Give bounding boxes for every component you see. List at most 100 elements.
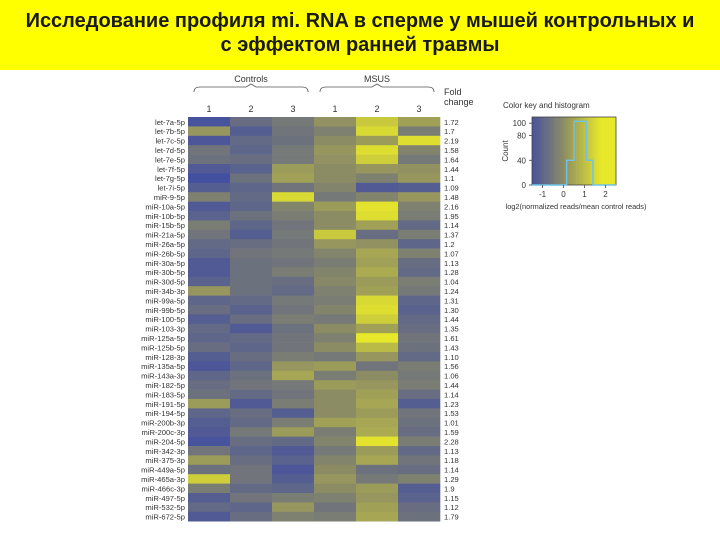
heatmap-cell-7-1 <box>230 182 273 193</box>
heatmap-cell-25-4 <box>356 352 399 362</box>
row-label-30: miR-191-5p <box>145 400 185 409</box>
row-label-6: let-7g-5p <box>155 174 185 183</box>
color-key-band-13 <box>559 117 562 185</box>
heatmap-cell-35-5 <box>398 446 441 456</box>
heatmap-cell-12-4 <box>356 229 399 240</box>
heatmap-cell-14-5 <box>398 248 441 259</box>
heatmap-cell-36-3 <box>314 455 357 466</box>
heatmap-cell-16-0 <box>188 267 231 278</box>
heatmap-cell-8-5 <box>398 192 441 202</box>
color-key-band-27 <box>588 117 592 185</box>
heatmap-cell-40-0 <box>188 493 231 503</box>
row-label-41: miR-532-5p <box>145 503 185 512</box>
fold-change-value-6: 1.1 <box>444 174 455 183</box>
fold-change-value-20: 1.30 <box>444 306 459 315</box>
heatmap-cell-10-0 <box>188 211 231 221</box>
heatmap-cell-2-4 <box>356 135 399 146</box>
heatmap-cell-38-5 <box>398 474 441 484</box>
color-key-band-35 <box>605 117 608 185</box>
heatmap-cell-5-3 <box>314 164 357 174</box>
heatmap-cell-31-4 <box>356 408 399 419</box>
row-label-12: miR-21a-5p <box>145 231 185 240</box>
fold-change-header-0: Fold <box>444 87 462 97</box>
heatmap-cell-17-4 <box>356 276 399 287</box>
heatmap-cell-16-5 <box>398 267 441 278</box>
heatmap-cell-41-2 <box>272 502 315 513</box>
heatmap-cell-29-4 <box>356 389 399 400</box>
column-label-1-2: 3 <box>416 104 421 114</box>
color-key-band-7 <box>546 117 550 185</box>
fold-change-value-36: 1.18 <box>444 456 459 465</box>
row-label-15: miR-30a-5p <box>145 259 185 268</box>
heatmap-cell-14-3 <box>314 248 357 259</box>
heatmap-cell-16-4 <box>356 267 399 278</box>
row-label-25: miR-128-3p <box>145 353 185 362</box>
fold-change-value-13: 1.2 <box>444 240 455 249</box>
heatmap-cell-27-3 <box>314 370 357 381</box>
heatmap-cell-10-2 <box>272 211 315 221</box>
fold-change-value-4: 1.64 <box>444 155 459 164</box>
row-label-40: miR-497-5p <box>145 494 185 503</box>
heatmap-cell-23-1 <box>230 333 273 343</box>
heatmap-cell-39-0 <box>188 483 231 494</box>
heatmap-cell-11-3 <box>314 220 357 231</box>
heatmap-cell-4-5 <box>398 154 441 165</box>
heatmap-cell-36-4 <box>356 455 399 466</box>
heatmap-cell-31-0 <box>188 408 231 419</box>
heatmap-cell-16-3 <box>314 267 357 278</box>
heatmap-cell-28-3 <box>314 380 357 390</box>
color-key-xlabel: log2(normalized reads/mean control reads… <box>506 202 647 211</box>
fold-change-value-9: 2.16 <box>444 202 459 211</box>
heatmap-cell-22-3 <box>314 323 357 334</box>
heatmap-cell-20-4 <box>356 305 399 315</box>
fold-change-value-19: 1.31 <box>444 296 459 305</box>
heatmap-cell-40-5 <box>398 493 441 503</box>
heatmap-cell-23-5 <box>398 333 441 343</box>
column-label-1-0: 1 <box>332 104 337 114</box>
heatmap-cell-15-1 <box>230 258 273 268</box>
heatmap-cell-38-2 <box>272 474 315 484</box>
fold-change-value-15: 1.13 <box>444 259 459 268</box>
heatmap-cell-27-2 <box>272 370 315 381</box>
fold-change-value-0: 1.72 <box>444 118 459 127</box>
heatmap-cell-22-0 <box>188 323 231 334</box>
heatmap-cell-28-1 <box>230 380 273 390</box>
row-label-22: miR-103-3p <box>145 325 185 334</box>
color-key-band-19 <box>571 117 575 185</box>
heatmap-cell-32-3 <box>314 417 357 428</box>
heatmap-cell-30-3 <box>314 399 357 409</box>
color-key-title: Color key and histogram <box>503 101 590 110</box>
title-bar: Исследование профиля mi. RNA в сперме у … <box>0 0 720 70</box>
color-key-band-2 <box>536 117 539 185</box>
heatmap-cell-41-1 <box>230 502 273 513</box>
heatmap-cell-13-4 <box>356 239 399 249</box>
heatmap-cell-0-5 <box>398 117 441 127</box>
heatmap-cell-21-4 <box>356 314 399 325</box>
color-key-band-31 <box>597 117 600 185</box>
heatmap-cell-9-1 <box>230 201 273 212</box>
heatmap-cell-23-0 <box>188 333 231 343</box>
fold-change-value-31: 1.53 <box>444 409 459 418</box>
heatmap-cell-34-5 <box>398 436 441 447</box>
heatmap-cell-35-4 <box>356 446 399 456</box>
color-key-xtick-label-2: 1 <box>582 190 587 199</box>
heatmap-cell-23-4 <box>356 333 399 343</box>
heatmap-cell-6-4 <box>356 173 399 184</box>
heatmap-cell-2-5 <box>398 135 441 146</box>
heatmap-cell-33-4 <box>356 427 399 437</box>
group-label-1: MSUS <box>364 74 390 84</box>
heatmap-cell-20-1 <box>230 305 273 315</box>
fold-change-value-10: 1.95 <box>444 212 459 221</box>
heatmap-cell-18-0 <box>188 286 231 296</box>
color-key-band-39 <box>613 117 617 185</box>
heatmap-cell-3-2 <box>272 145 315 155</box>
heatmap-cell-6-5 <box>398 173 441 184</box>
heatmap-cell-12-1 <box>230 229 273 240</box>
heatmap-cell-1-0 <box>188 126 231 137</box>
heatmap-cell-37-0 <box>188 464 231 475</box>
row-label-13: miR-26a-5p <box>145 240 185 249</box>
heatmap-cell-33-5 <box>398 427 441 437</box>
heatmap-cell-9-3 <box>314 201 357 212</box>
color-key-band-37 <box>609 117 613 185</box>
row-label-4: let-7e-5p <box>155 155 185 164</box>
